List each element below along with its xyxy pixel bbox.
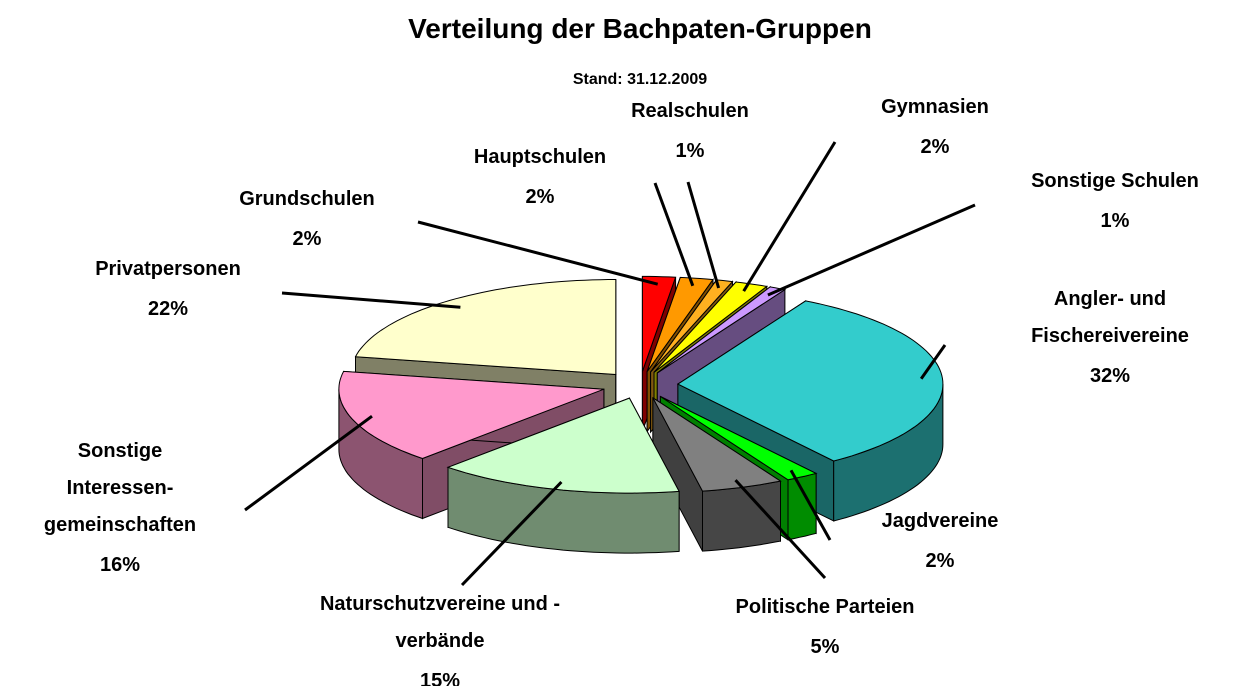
slice-label: Privatpersonen	[95, 258, 241, 280]
leader-line	[919, 344, 947, 380]
slice-top	[338, 370, 605, 460]
slice-top	[641, 275, 677, 372]
leader-line	[686, 181, 721, 289]
slice-value-label: 2%	[926, 550, 955, 572]
slice-label: Grundschulen	[239, 188, 375, 210]
slice-top	[653, 281, 769, 373]
leader-line	[244, 414, 373, 512]
leader-line	[653, 182, 695, 287]
leader-line	[281, 291, 461, 309]
slice-value-label: 2%	[921, 136, 950, 158]
slice-top	[660, 396, 818, 481]
chart-subtitle: Stand: 31.12.2009	[573, 71, 707, 88]
leader-line	[742, 141, 837, 292]
slice-value-label: 1%	[1101, 210, 1130, 232]
slice-top	[650, 279, 734, 373]
slice-top	[656, 286, 787, 374]
slice-label: Jagdvereine	[882, 510, 999, 532]
leader-line	[789, 469, 832, 541]
slice-value-label: 2%	[526, 186, 555, 208]
slice-label: Sonstige Interessen-gemeinschaften	[44, 440, 196, 536]
chart-title: Verteilung der Bachpaten-Gruppen	[408, 13, 872, 44]
leader-line	[460, 480, 563, 587]
leader-line	[734, 479, 827, 580]
slice	[652, 396, 782, 552]
slice-value-label: 32%	[1090, 365, 1130, 387]
slice-label: Angler- und Fischereivereine	[1031, 288, 1189, 347]
slice-top	[646, 276, 714, 372]
slice-label: Gymnasien	[881, 96, 989, 118]
slice-value-label: 15%	[420, 670, 460, 686]
slice-top	[354, 279, 617, 376]
slice-value-label: 5%	[811, 636, 840, 658]
leader-line	[417, 220, 659, 286]
slice-label: Realschulen	[631, 100, 749, 122]
slice-label: Hauptschulen	[474, 146, 606, 168]
slice	[446, 397, 680, 554]
slice-label: Sonstige Schulen	[1031, 170, 1199, 192]
slice-value-label: 1%	[676, 140, 705, 162]
slice-label: Politische Parteien	[736, 596, 915, 618]
leader-line	[767, 203, 976, 297]
slice-value-label: 22%	[148, 298, 188, 320]
slice-label: Naturschutzvereine und -verbände	[320, 593, 560, 652]
slice-value-label: 16%	[100, 554, 140, 576]
slice-value-label: 2%	[293, 228, 322, 250]
slice-top	[676, 300, 944, 462]
